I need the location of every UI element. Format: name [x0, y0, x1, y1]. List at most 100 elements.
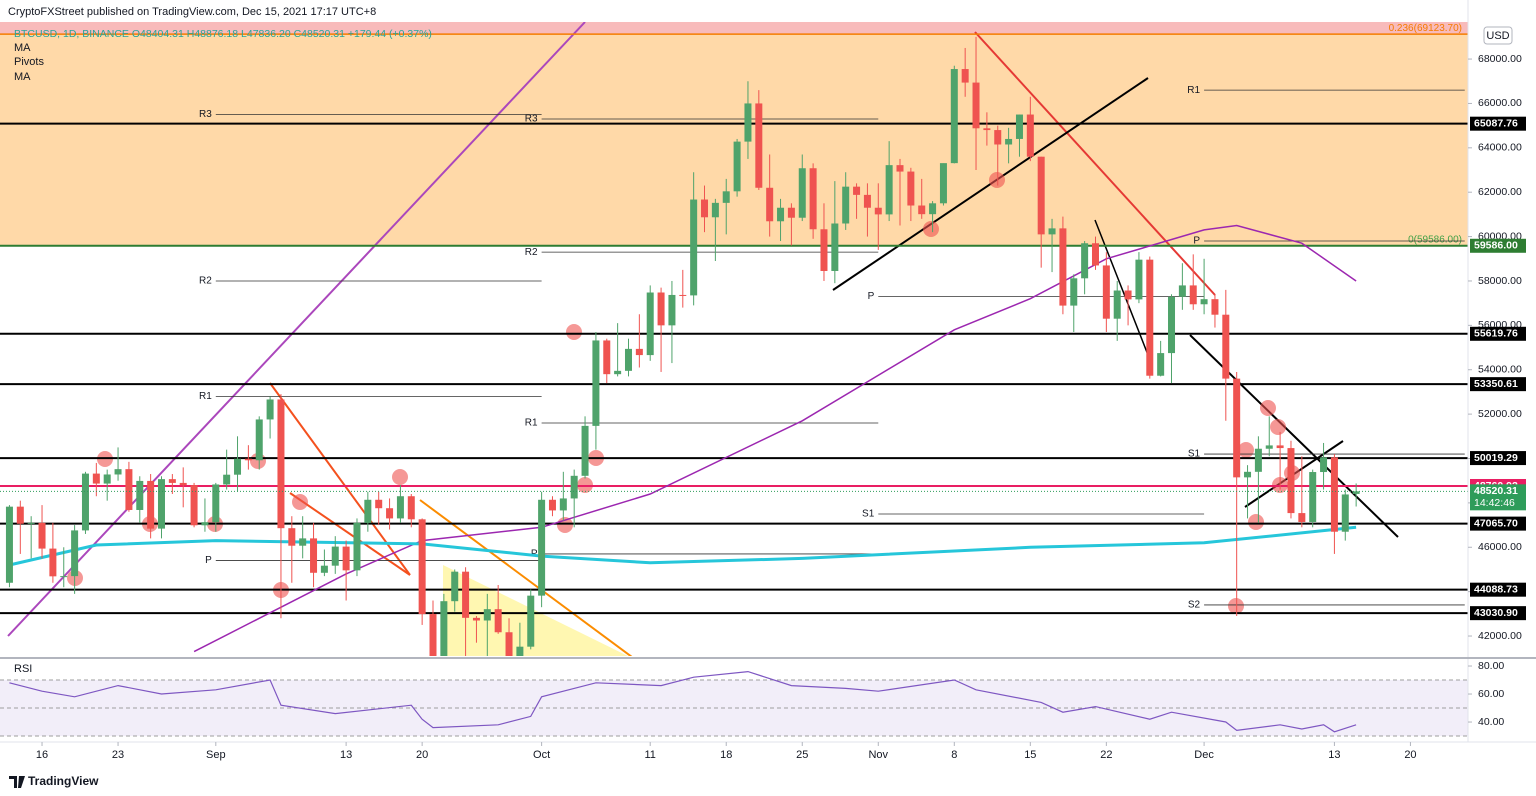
- rsi-tick-label: 40.00: [1478, 716, 1504, 728]
- level-label: 59586.00: [1474, 240, 1518, 252]
- candle-body: [277, 399, 285, 529]
- currency-box[interactable]: [1483, 26, 1513, 45]
- candle-body: [1059, 228, 1067, 306]
- rsi-tick-label: 80.00: [1478, 660, 1504, 672]
- pivot-label: P: [1193, 236, 1200, 247]
- candle-body: [136, 480, 144, 510]
- candle-body: [407, 496, 415, 520]
- x-tick-label: 13: [1328, 749, 1340, 761]
- pivot-label: R2: [199, 276, 212, 287]
- level-label: 47065.70: [1474, 517, 1518, 529]
- candle-body: [1135, 259, 1143, 300]
- x-tick-label: 16: [36, 749, 48, 761]
- level-box: [1470, 606, 1526, 621]
- candle-body: [1200, 299, 1208, 305]
- candle-body: [429, 614, 437, 656]
- fib-label: 0.236(69123.70): [1389, 23, 1462, 34]
- candle-body: [538, 499, 546, 596]
- pivot-label: R1: [199, 391, 212, 402]
- moving-average: [9, 525, 1357, 567]
- candle-body: [299, 538, 307, 546]
- level-box: [1470, 582, 1526, 597]
- currency[interactable]: USD: [1486, 30, 1509, 42]
- candle-body: [994, 130, 1002, 145]
- candle-body: [147, 480, 155, 529]
- indicator-label: MA: [14, 42, 31, 54]
- candle-body: [1081, 243, 1089, 279]
- candle-body: [386, 508, 394, 519]
- candle-body: [396, 496, 404, 519]
- pivot-label: P: [205, 555, 212, 566]
- level-box: [1470, 516, 1526, 531]
- candle-body: [1037, 156, 1045, 235]
- x-tick-label: 20: [1404, 749, 1416, 761]
- candle-body: [570, 475, 578, 499]
- candle-body: [1298, 513, 1306, 522]
- x-tick-label: 18: [720, 749, 732, 761]
- candle-body: [1168, 296, 1176, 354]
- candle-body: [646, 292, 654, 356]
- pivot-label: P: [868, 291, 875, 302]
- trendline: [289, 492, 411, 576]
- candle-body: [1015, 114, 1023, 139]
- candle-body: [266, 399, 274, 420]
- candle-body: [157, 479, 165, 529]
- trendline: [1094, 219, 1151, 361]
- pivot-label: S1: [862, 509, 875, 520]
- candle-body: [494, 609, 502, 633]
- candle-body: [1026, 114, 1034, 157]
- candle-body: [451, 571, 459, 602]
- candle-body: [559, 498, 567, 511]
- candle-body: [668, 294, 676, 326]
- current-price-box: [1470, 484, 1526, 511]
- candle-body: [755, 103, 763, 188]
- candle-body: [1146, 259, 1154, 376]
- candle-body: [950, 69, 958, 164]
- rsi-line: [9, 670, 1357, 733]
- candle-body: [787, 207, 795, 218]
- level-box: [1470, 116, 1526, 131]
- candle-body: [809, 168, 817, 230]
- candle-body: [744, 103, 752, 142]
- candle-body: [60, 576, 68, 578]
- candle-body: [103, 474, 111, 484]
- candle-body: [1233, 378, 1241, 478]
- x-tick-label: 11: [645, 749, 656, 761]
- candle-body: [1320, 457, 1328, 473]
- level-box: [1470, 238, 1526, 253]
- x-tick-label: Nov: [868, 749, 888, 761]
- candle-body: [1265, 445, 1273, 449]
- triangle-zone: [443, 565, 628, 656]
- markers: [67, 172, 1300, 614]
- candle-body: [212, 484, 220, 523]
- candle-body: [16, 506, 24, 524]
- candle-body: [375, 499, 383, 509]
- current-price: 48520.31: [1474, 485, 1518, 497]
- x-tick-label: Oct: [533, 749, 550, 761]
- x-tick-label: 25: [796, 749, 808, 761]
- candle-body: [1211, 299, 1219, 315]
- candle-body: [939, 163, 947, 204]
- pivot-label: S2: [1188, 600, 1201, 611]
- candle-body: [516, 646, 524, 656]
- candle-body: [527, 595, 535, 647]
- candle-body: [418, 519, 426, 615]
- candle-body: [581, 425, 589, 476]
- pivot-label: R3: [525, 114, 538, 125]
- candle-body: [690, 199, 698, 296]
- candle-body: [1309, 472, 1317, 522]
- price-pane: 0.236(69123.70) 0(59586.00) R3 R2 R1 P R3 R2 R1 P…: [0, 23, 1468, 656]
- y-tick-label: 68000.00: [1478, 53, 1522, 65]
- indicator-label: Pivots: [14, 56, 44, 68]
- pivot-label: S1: [1188, 449, 1201, 460]
- candle-body: [733, 141, 741, 192]
- candle-body: [831, 223, 839, 271]
- candle-body: [1113, 290, 1121, 319]
- level-box: [1470, 451, 1526, 466]
- candle-body: [190, 485, 198, 526]
- candle-body: [179, 482, 187, 486]
- candle-body: [114, 469, 122, 475]
- candle-body: [71, 530, 79, 577]
- candle-body: [1189, 285, 1197, 305]
- candle-body: [820, 229, 828, 271]
